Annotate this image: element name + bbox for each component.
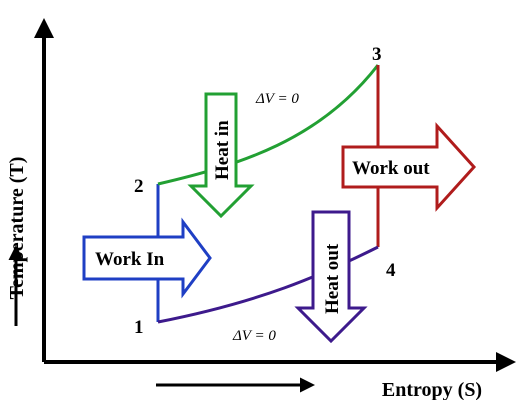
x-axis-label: Entropy (S): [382, 379, 482, 400]
work-out-label: Work out: [352, 158, 430, 179]
point-1-label: 1: [134, 317, 144, 338]
point-4-label: 4: [386, 260, 396, 281]
point-3-label: 3: [372, 44, 382, 65]
dv-top-label: ΔV = 0: [255, 91, 299, 107]
y-axis-label: Temperature (T): [6, 157, 28, 300]
process-2-3: [157, 64, 380, 186]
point-2-label: 2: [134, 176, 144, 197]
heat-out-arrow: [294, 210, 368, 344]
heat-in-arrow: [187, 92, 255, 219]
work-in-label: Work In: [95, 249, 165, 270]
heat-out-label: Heat out: [322, 243, 343, 314]
dv-bottom-label: ΔV = 0: [232, 328, 276, 344]
heat-in-label: Heat in: [212, 120, 233, 180]
work-out-arrow: [341, 122, 477, 212]
process-4-1: [157, 245, 379, 324]
work-in-arrow: [82, 217, 212, 299]
